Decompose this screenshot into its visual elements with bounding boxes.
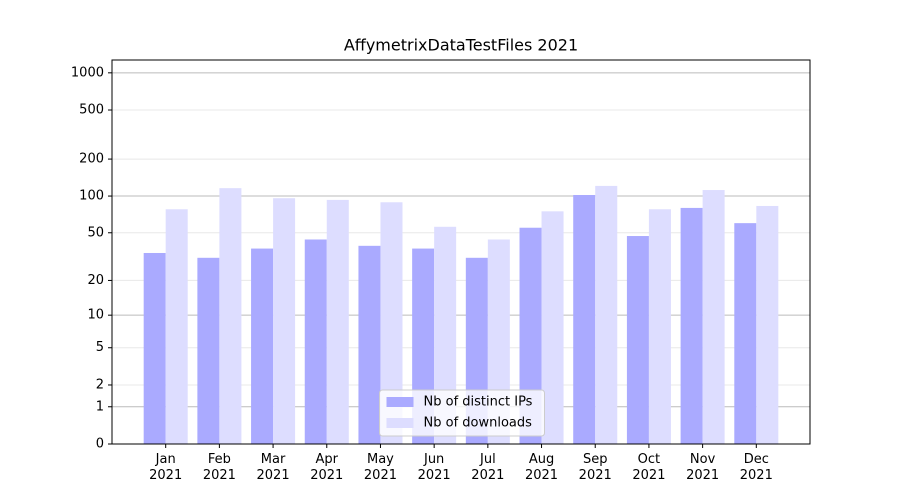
y-tick-label: 1 xyxy=(96,399,104,414)
y-tick-label: 50 xyxy=(87,225,104,240)
bar xyxy=(358,245,381,444)
y-tick-label: 10 xyxy=(87,308,104,323)
bar xyxy=(626,236,649,444)
bar xyxy=(734,223,757,444)
legend-label: Nb of downloads xyxy=(424,416,533,431)
y-tick-label: 100 xyxy=(79,189,104,204)
legend-label: Nb of distinct IPs xyxy=(424,395,533,410)
bar xyxy=(326,199,349,444)
y-tick-label: 1000 xyxy=(71,65,104,80)
y-tick-label: 0 xyxy=(96,437,104,452)
x-tick-label: May 2021 xyxy=(363,452,397,483)
bar xyxy=(680,207,703,444)
x-tick-label: Jan 2021 xyxy=(149,452,183,483)
bar xyxy=(143,252,166,444)
x-tick-label: Mar 2021 xyxy=(256,452,290,483)
x-tick-label: Nov 2021 xyxy=(686,452,720,483)
legend-box xyxy=(379,389,545,437)
x-tick-label: Aug 2021 xyxy=(524,452,559,483)
bar xyxy=(304,239,327,444)
bar xyxy=(380,202,403,444)
bar xyxy=(756,205,779,444)
bar xyxy=(197,257,220,444)
legend-swatch xyxy=(386,397,414,407)
legend-swatch xyxy=(386,418,414,428)
plot-frame xyxy=(111,59,811,445)
x-tick-label: Jun 2021 xyxy=(417,452,451,483)
y-tick-label: 2 xyxy=(96,377,104,392)
x-tick-label: Sep 2021 xyxy=(578,452,612,483)
legend: Nb of distinct IPs Nb of downloads xyxy=(379,389,545,437)
bar xyxy=(273,198,296,444)
x-tick-label: Apr 2021 xyxy=(310,452,344,483)
y-tick-label: 20 xyxy=(87,273,104,288)
y-tick-label: 5 xyxy=(96,340,104,355)
bar xyxy=(541,211,564,444)
x-tick-label: Jul 2021 xyxy=(471,452,505,483)
bar xyxy=(702,190,725,444)
bar xyxy=(251,248,274,444)
x-tick-label: Feb 2021 xyxy=(202,452,236,483)
y-tick-label: 500 xyxy=(79,103,104,118)
bar xyxy=(573,195,596,444)
bar xyxy=(165,209,188,444)
x-tick-label: Dec 2021 xyxy=(739,452,773,483)
bar xyxy=(595,185,618,444)
y-tick-label: 200 xyxy=(79,152,104,167)
chart-title: AffymetrixDataTestFiles 2021 xyxy=(344,36,578,55)
bar xyxy=(219,188,242,444)
bar xyxy=(648,209,671,444)
x-tick-label: Oct 2021 xyxy=(632,452,666,483)
